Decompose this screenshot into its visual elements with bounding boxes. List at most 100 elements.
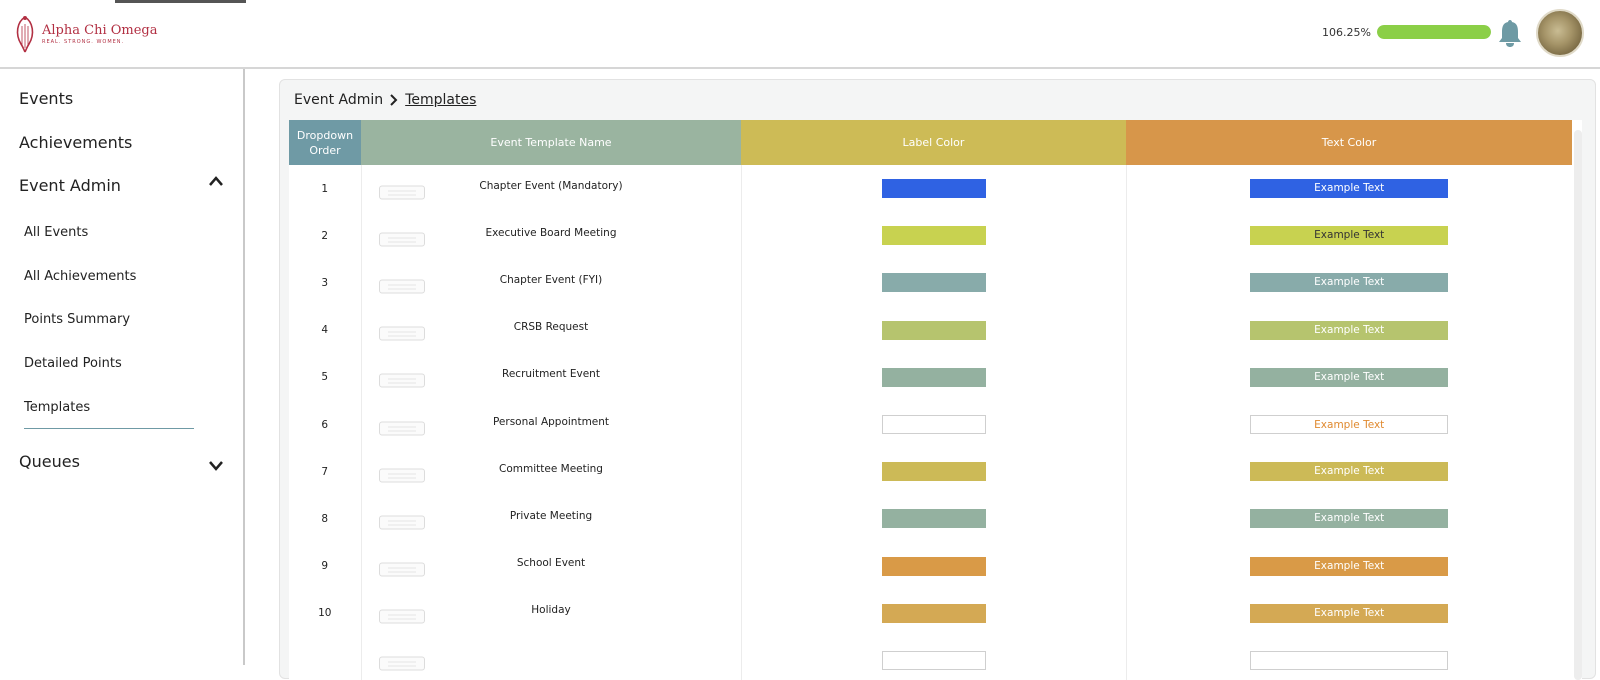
templates-table: Dropdown Order Event Template Name Label… xyxy=(289,120,1572,680)
label-color-swatch[interactable] xyxy=(881,415,986,435)
template-name-cell[interactable]: Executive Board Meeting xyxy=(361,212,742,260)
table-row[interactable]: 9 School Event Example Text xyxy=(289,542,1572,590)
text-color-preview[interactable]: Example Text xyxy=(1250,603,1449,623)
sidebar-item-achievements[interactable]: Achievements xyxy=(19,133,133,152)
table-row[interactable]: 10 Holiday Example Text xyxy=(289,589,1572,637)
label-color-swatch[interactable] xyxy=(881,462,986,482)
label-color-cell[interactable] xyxy=(741,353,1127,401)
sidebar-item-all-achievements[interactable]: All Achievements xyxy=(24,269,137,284)
label-color-cell[interactable] xyxy=(741,542,1127,590)
vertical-scrollbar[interactable] xyxy=(1574,130,1582,680)
text-color-cell[interactable]: Example Text xyxy=(1126,495,1572,542)
text-color-cell[interactable] xyxy=(1126,637,1572,680)
column-header-dropdown-order[interactable]: Dropdown Order xyxy=(289,120,361,165)
template-name-cell[interactable]: Committee Meeting xyxy=(361,448,742,496)
label-color-cell[interactable] xyxy=(741,212,1127,260)
label-color-swatch[interactable] xyxy=(881,273,986,293)
template-name-cell[interactable]: Chapter Event (Mandatory) xyxy=(361,165,742,213)
column-header-text-color[interactable]: Text Color xyxy=(1126,120,1572,165)
table-row[interactable]: 1 Chapter Event (Mandatory) Example Text xyxy=(289,165,1572,213)
drag-handle-icon[interactable] xyxy=(378,468,425,483)
template-name-cell[interactable]: Recruitment Event xyxy=(361,353,742,401)
sidebar-item-detailed-points[interactable]: Detailed Points xyxy=(24,356,122,371)
text-color-cell[interactable]: Example Text xyxy=(1126,307,1572,354)
label-color-cell[interactable] xyxy=(741,400,1127,449)
text-color-preview[interactable]: Example Text xyxy=(1250,320,1449,340)
column-header-template-name[interactable]: Event Template Name xyxy=(361,120,741,165)
label-color-cell[interactable] xyxy=(741,448,1127,496)
template-name-cell[interactable]: Holiday xyxy=(361,589,742,637)
label-color-swatch[interactable] xyxy=(881,226,986,246)
label-color-swatch[interactable] xyxy=(881,509,986,529)
chevron-down-icon[interactable] xyxy=(208,460,224,472)
template-name-cell[interactable] xyxy=(361,636,742,680)
label-color-cell[interactable] xyxy=(741,589,1127,637)
text-color-cell[interactable]: Example Text xyxy=(1126,590,1572,637)
chevron-up-icon[interactable] xyxy=(208,175,224,187)
text-color-cell[interactable]: Example Text xyxy=(1126,401,1572,448)
label-color-swatch[interactable] xyxy=(881,556,986,576)
template-name-cell[interactable]: School Event xyxy=(361,542,742,590)
drag-handle-icon[interactable] xyxy=(378,326,425,341)
label-color-cell[interactable] xyxy=(741,259,1127,307)
text-color-cell[interactable]: Example Text xyxy=(1126,165,1572,212)
sidebar-item-queues[interactable]: Queues xyxy=(19,452,80,471)
label-color-swatch[interactable] xyxy=(881,179,986,199)
drag-handle-icon[interactable] xyxy=(378,515,425,530)
text-color-preview[interactable] xyxy=(1250,650,1449,670)
label-color-swatch[interactable] xyxy=(881,367,986,387)
drag-handle-icon[interactable] xyxy=(378,373,425,388)
text-color-preview[interactable]: Example Text xyxy=(1250,179,1449,199)
sidebar-item-points-summary[interactable]: Points Summary xyxy=(24,312,131,327)
label-color-swatch[interactable] xyxy=(881,603,986,623)
table-row[interactable] xyxy=(289,636,1572,680)
text-color-cell[interactable]: Example Text xyxy=(1126,212,1572,259)
text-color-preview[interactable]: Example Text xyxy=(1250,226,1449,246)
table-row[interactable]: 5 Recruitment Event Example Text xyxy=(289,353,1572,401)
sidebar-item-templates[interactable]: Templates xyxy=(24,400,91,415)
template-name-cell[interactable]: Personal Appointment xyxy=(361,400,742,449)
breadcrumb-current[interactable]: Templates xyxy=(405,92,477,108)
label-color-swatch[interactable] xyxy=(881,650,986,670)
label-color-cell[interactable] xyxy=(741,495,1127,543)
table-row[interactable]: 8 Private Meeting Example Text xyxy=(289,495,1572,543)
text-color-cell[interactable]: Example Text xyxy=(1126,543,1572,590)
text-color-preview[interactable]: Example Text xyxy=(1250,273,1449,293)
drag-handle-icon[interactable] xyxy=(378,421,425,436)
table-row[interactable]: 6 Personal Appointment Example Text xyxy=(289,400,1572,449)
text-color-cell[interactable]: Example Text xyxy=(1126,354,1572,401)
drag-handle-icon[interactable] xyxy=(378,232,425,247)
label-color-cell[interactable] xyxy=(741,165,1127,213)
text-color-preview[interactable]: Example Text xyxy=(1250,462,1449,482)
user-avatar[interactable] xyxy=(1536,9,1584,57)
notification-bell-icon[interactable] xyxy=(1497,18,1523,48)
text-color-cell[interactable]: Example Text xyxy=(1126,448,1572,495)
text-color-preview[interactable]: Example Text xyxy=(1250,556,1449,576)
label-color-cell[interactable] xyxy=(741,306,1127,354)
label-color-swatch[interactable] xyxy=(881,320,986,340)
template-name-cell[interactable]: Chapter Event (FYI) xyxy=(361,259,742,307)
table-row[interactable]: 3 Chapter Event (FYI) Example Text xyxy=(289,259,1572,307)
label-color-cell[interactable] xyxy=(741,636,1127,680)
drag-handle-icon[interactable] xyxy=(378,185,425,200)
text-color-cell[interactable]: Example Text xyxy=(1126,259,1572,306)
column-header-label-color[interactable]: Label Color xyxy=(741,120,1126,165)
text-color-preview[interactable]: Example Text xyxy=(1250,415,1449,435)
sidebar-item-event-admin[interactable]: Event Admin xyxy=(19,176,121,195)
drag-handle-icon[interactable] xyxy=(378,279,425,294)
drag-handle-icon[interactable] xyxy=(378,656,425,671)
template-name-cell[interactable]: CRSB Request xyxy=(361,306,742,354)
sidebar-item-events[interactable]: Events xyxy=(19,89,74,108)
template-name-cell[interactable]: Private Meeting xyxy=(361,495,742,543)
drag-handle-icon[interactable] xyxy=(378,609,425,624)
breadcrumb-parent[interactable]: Event Admin xyxy=(294,92,384,108)
table-row[interactable]: 7 Committee Meeting Example Text xyxy=(289,448,1572,496)
brand-logo[interactable]: Alpha Chi Omega REAL. STRONG. WOMEN. xyxy=(12,14,157,54)
text-color-preview[interactable]: Example Text xyxy=(1250,509,1449,529)
table-row[interactable]: 2 Executive Board Meeting Example Text xyxy=(289,212,1572,260)
drag-handle-icon[interactable] xyxy=(378,562,425,577)
sidebar-item-all-events[interactable]: All Events xyxy=(24,225,89,240)
dropdown-order-cell: 10 xyxy=(289,589,362,637)
table-row[interactable]: 4 CRSB Request Example Text xyxy=(289,306,1572,354)
text-color-preview[interactable]: Example Text xyxy=(1250,367,1449,387)
